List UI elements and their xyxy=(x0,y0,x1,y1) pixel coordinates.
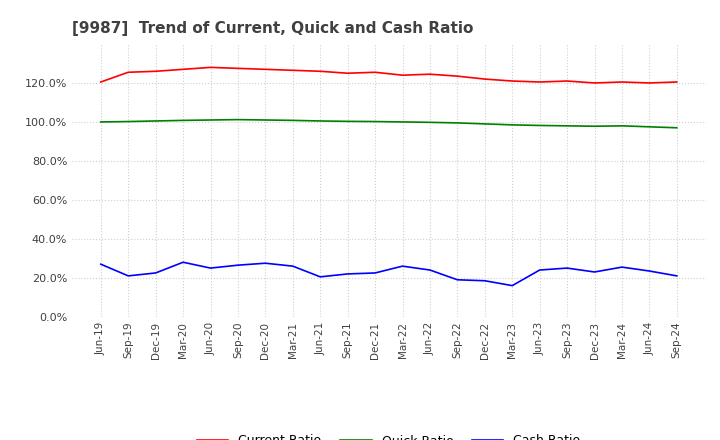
Quick Ratio xyxy=(261,117,270,123)
Cash Ratio xyxy=(233,263,242,268)
Cash Ratio xyxy=(206,265,215,271)
Cash Ratio xyxy=(480,278,489,283)
Cash Ratio xyxy=(453,277,462,282)
Quick Ratio xyxy=(371,119,379,124)
Cash Ratio xyxy=(124,273,132,279)
Quick Ratio xyxy=(151,118,160,124)
Current Ratio xyxy=(261,67,270,72)
Quick Ratio xyxy=(536,123,544,128)
Current Ratio xyxy=(371,70,379,75)
Current Ratio xyxy=(672,79,681,84)
Cash Ratio xyxy=(590,269,599,275)
Cash Ratio xyxy=(343,271,352,277)
Quick Ratio xyxy=(206,117,215,123)
Cash Ratio xyxy=(398,264,407,269)
Quick Ratio xyxy=(426,120,434,125)
Current Ratio xyxy=(124,70,132,75)
Line: Quick Ratio: Quick Ratio xyxy=(101,120,677,128)
Quick Ratio xyxy=(618,123,626,128)
Quick Ratio xyxy=(398,119,407,125)
Current Ratio xyxy=(590,81,599,86)
Quick Ratio xyxy=(124,119,132,124)
Current Ratio xyxy=(96,79,105,84)
Cash Ratio xyxy=(645,268,654,274)
Quick Ratio xyxy=(645,124,654,129)
Cash Ratio xyxy=(563,265,572,271)
Quick Ratio xyxy=(508,122,516,128)
Current Ratio xyxy=(179,67,187,72)
Current Ratio xyxy=(645,81,654,86)
Legend: Current Ratio, Quick Ratio, Cash Ratio: Current Ratio, Quick Ratio, Cash Ratio xyxy=(192,429,585,440)
Cash Ratio xyxy=(289,264,297,269)
Cash Ratio xyxy=(508,283,516,288)
Quick Ratio xyxy=(453,120,462,125)
Current Ratio xyxy=(343,70,352,76)
Quick Ratio xyxy=(179,118,187,123)
Cash Ratio xyxy=(536,268,544,273)
Quick Ratio xyxy=(672,125,681,130)
Cash Ratio xyxy=(261,260,270,266)
Text: [9987]  Trend of Current, Quick and Cash Ratio: [9987] Trend of Current, Quick and Cash … xyxy=(72,21,473,36)
Quick Ratio xyxy=(233,117,242,122)
Current Ratio xyxy=(289,68,297,73)
Quick Ratio xyxy=(96,119,105,125)
Quick Ratio xyxy=(343,119,352,124)
Cash Ratio xyxy=(672,273,681,279)
Current Ratio xyxy=(618,79,626,84)
Current Ratio xyxy=(480,77,489,82)
Quick Ratio xyxy=(316,118,325,124)
Quick Ratio xyxy=(480,121,489,127)
Current Ratio xyxy=(426,72,434,77)
Current Ratio xyxy=(206,65,215,70)
Cash Ratio xyxy=(151,270,160,275)
Cash Ratio xyxy=(426,268,434,273)
Cash Ratio xyxy=(96,261,105,267)
Cash Ratio xyxy=(316,274,325,279)
Line: Cash Ratio: Cash Ratio xyxy=(101,262,677,286)
Current Ratio xyxy=(233,66,242,71)
Cash Ratio xyxy=(179,260,187,265)
Current Ratio xyxy=(508,78,516,84)
Quick Ratio xyxy=(590,124,599,129)
Current Ratio xyxy=(536,79,544,84)
Cash Ratio xyxy=(371,270,379,275)
Quick Ratio xyxy=(289,118,297,123)
Quick Ratio xyxy=(563,123,572,128)
Current Ratio xyxy=(398,73,407,78)
Cash Ratio xyxy=(618,264,626,270)
Line: Current Ratio: Current Ratio xyxy=(101,67,677,83)
Current Ratio xyxy=(563,78,572,84)
Current Ratio xyxy=(453,73,462,79)
Current Ratio xyxy=(151,69,160,74)
Current Ratio xyxy=(316,69,325,74)
